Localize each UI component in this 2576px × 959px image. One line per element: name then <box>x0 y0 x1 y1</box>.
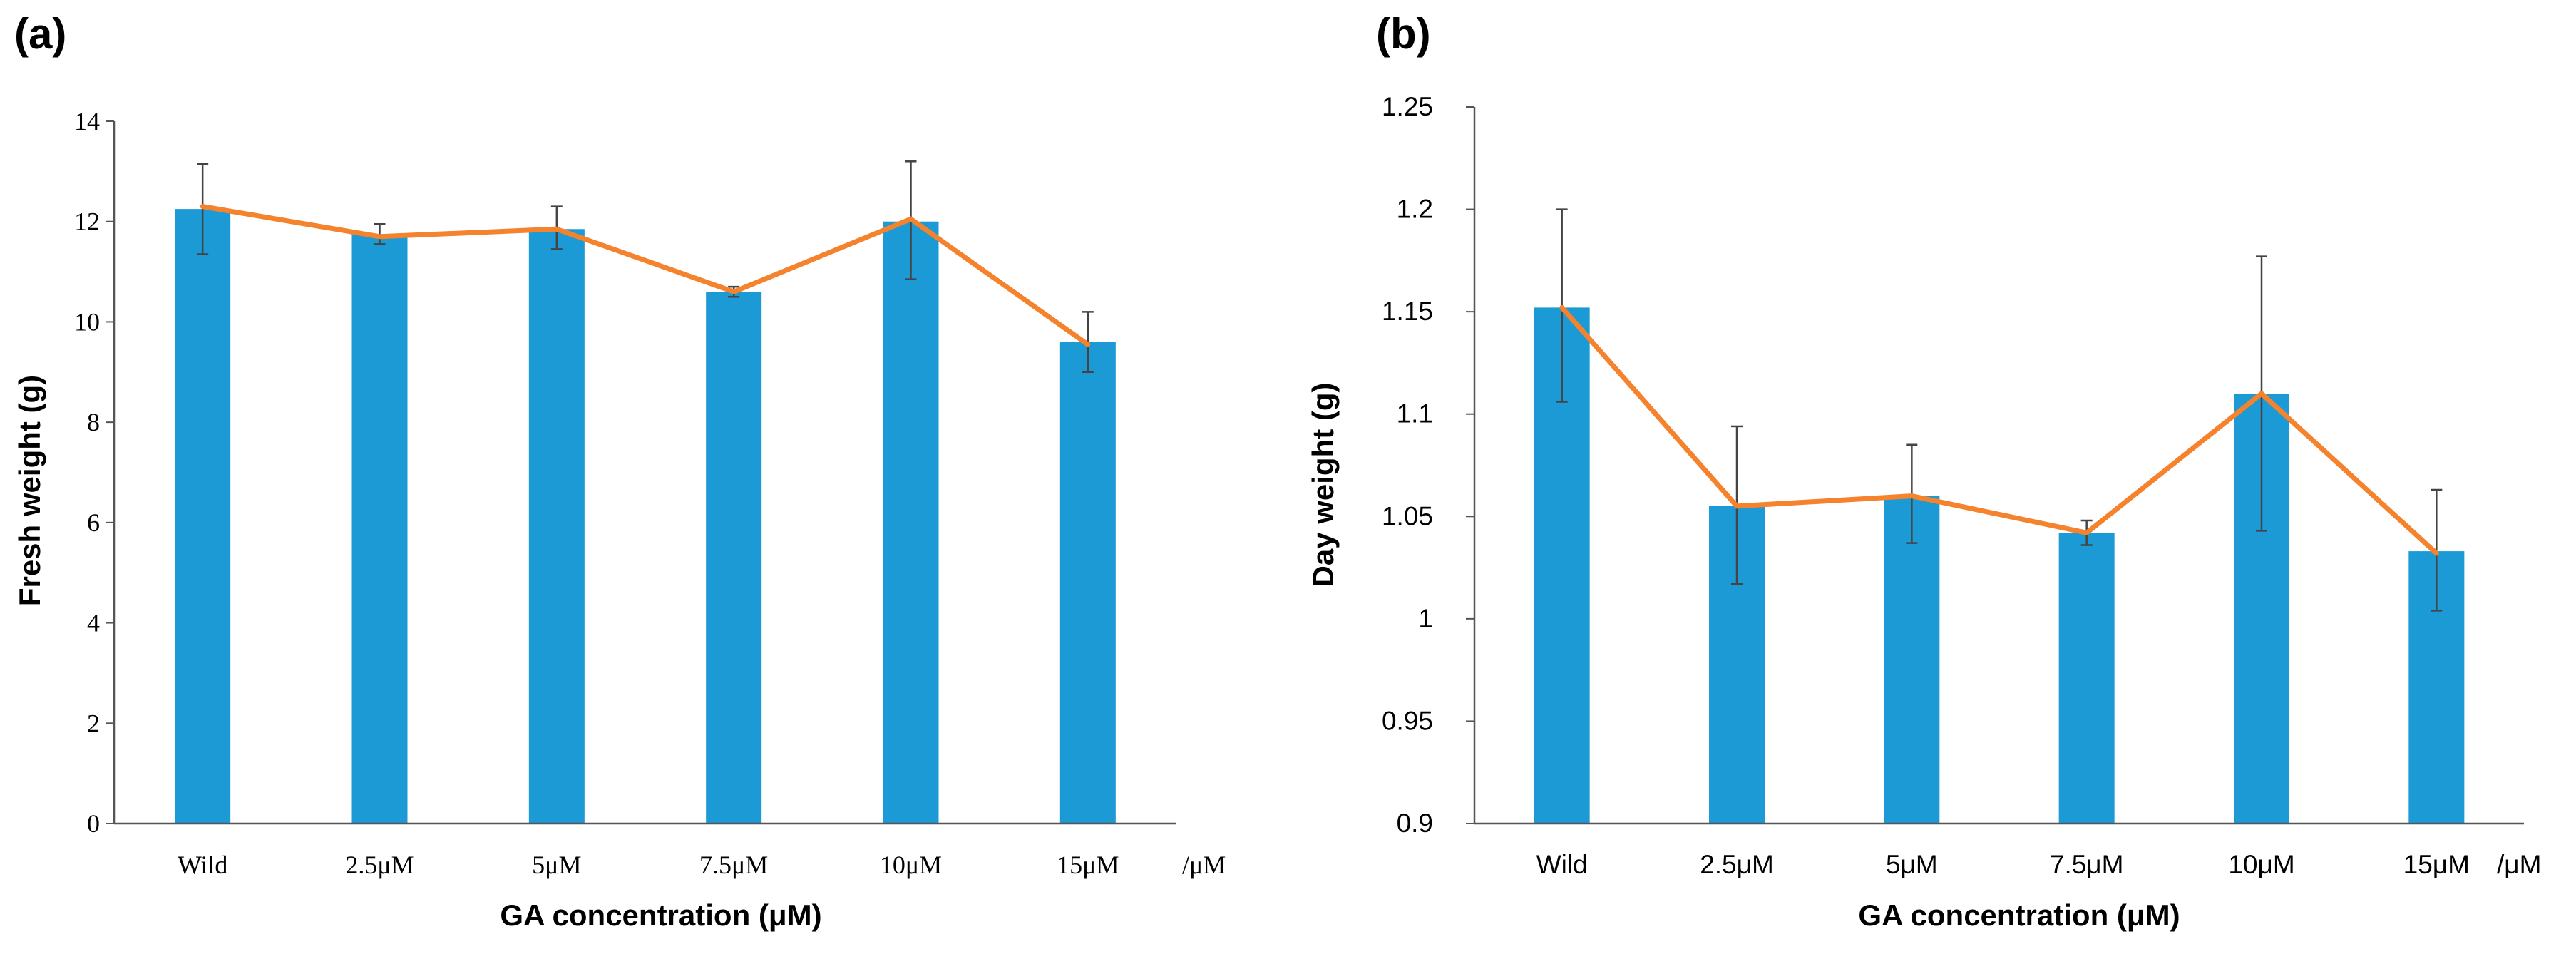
x-tick-label-b: Wild <box>1536 850 1588 879</box>
y-tick-label-a: 6 <box>87 508 100 537</box>
x-tick-label-b: 2.5μM <box>1700 850 1774 879</box>
bar-a-0 <box>175 209 231 824</box>
panel-label-a: (a) <box>14 10 66 58</box>
x-tick-label-b: 10μM <box>2228 850 2294 879</box>
y-tick-label-b: 0.9 <box>1397 809 1433 838</box>
x-axis-title-a: GA concentration (μM) <box>500 898 821 932</box>
x-axis-title-b: GA concentration (μM) <box>1858 898 2180 932</box>
unit-suffix-a: /μM <box>1182 851 1226 879</box>
bar-a-2 <box>528 229 585 824</box>
y-tick-label-a: 8 <box>87 408 100 436</box>
y-tick-label-a: 12 <box>74 207 100 236</box>
x-tick-label-a: 15μM <box>1057 851 1119 879</box>
x-tick-label-a: 5μM <box>532 851 581 879</box>
unit-suffix-b: /μM <box>2497 850 2541 879</box>
x-tick-label-a: Wild <box>178 851 228 879</box>
x-tick-label-b: 7.5μM <box>2050 850 2124 879</box>
y-axis-title-a: Fresh weight (g) <box>13 375 46 606</box>
panel-label-b: (b) <box>1376 10 1431 58</box>
chart-panel-a: (a) 0 2 4 6 8 10 12 14 Wild 2.5μM 5μM 7.5μM 10μM 15μ… <box>13 10 1226 932</box>
bar-a-3 <box>706 292 762 824</box>
x-tick-label-a: 10μM <box>880 851 942 879</box>
y-tick-label-a: 14 <box>74 107 100 135</box>
bar-b-3 <box>2058 533 2115 824</box>
y-tick-label-b: 1.25 <box>1382 92 1433 121</box>
y-tick-label-b: 1.05 <box>1382 501 1433 530</box>
x-tick-label-b: 5μM <box>1886 850 1938 879</box>
y-tick-label-a: 4 <box>87 609 100 637</box>
bar-a-4 <box>883 221 939 824</box>
y-tick-label-b: 1.15 <box>1382 297 1433 326</box>
y-tick-label-b: 1.2 <box>1397 195 1433 224</box>
chart-panel-b: (b) 0.9 0.95 1 1.05 1.1 1.15 1.2 1.25 Wild 2.5μM… <box>1306 10 2541 932</box>
bar-b-2 <box>1884 496 1940 824</box>
x-tick-label-a: 2.5μM <box>345 851 414 879</box>
y-tick-label-a: 10 <box>74 307 100 336</box>
series-line-b <box>1559 304 2439 556</box>
bar-a-1 <box>351 234 408 824</box>
y-tick-label-b: 1 <box>1418 604 1433 633</box>
y-axis-title-b: Day weight (g) <box>1306 382 1340 587</box>
x-tick-label-a: 7.5μM <box>699 851 768 879</box>
series-line-a <box>200 204 1091 347</box>
y-tick-label-a: 2 <box>87 709 100 737</box>
bar-a-5 <box>1059 342 1116 824</box>
y-tick-label-b: 1.1 <box>1397 399 1433 429</box>
y-tick-label-b: 0.95 <box>1382 706 1433 735</box>
x-tick-label-b: 15μM <box>2403 850 2470 879</box>
y-tick-label-a: 0 <box>87 809 100 838</box>
